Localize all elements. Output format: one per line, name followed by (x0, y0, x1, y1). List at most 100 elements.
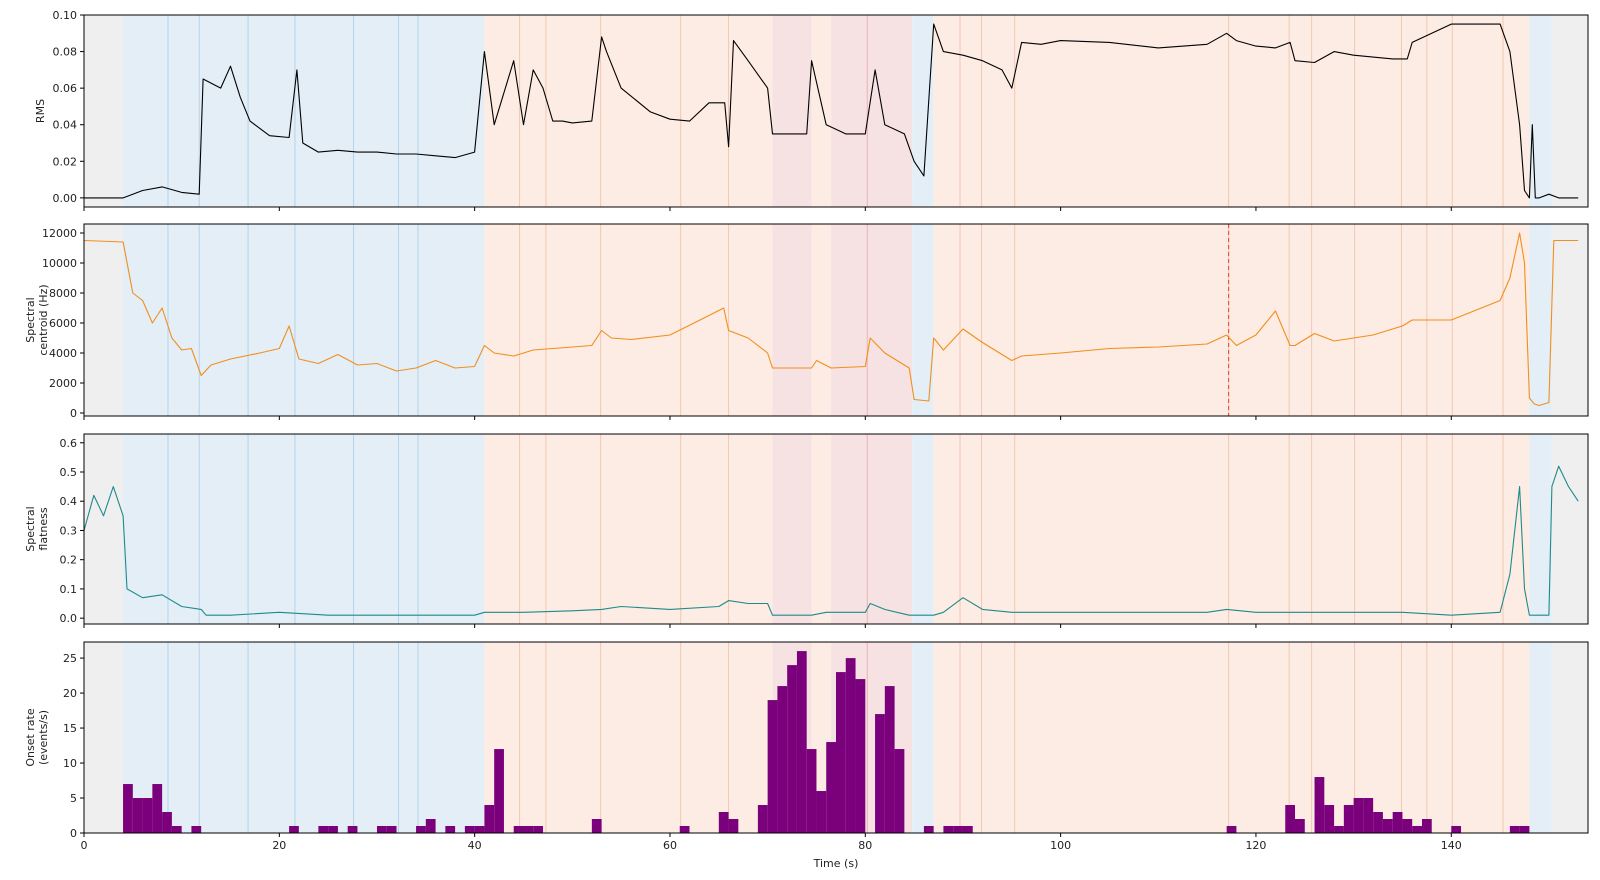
onset-bar (347, 826, 358, 833)
y-axis-label: (events/s) (37, 710, 50, 765)
region-silence (1551, 434, 1588, 624)
onset-bar (1519, 826, 1530, 833)
y-tick-label: 2000 (49, 377, 77, 390)
y-tick-label: 20 (63, 687, 77, 700)
onset-bar (494, 749, 504, 833)
onset-bar (1295, 819, 1305, 833)
region-quiet (123, 434, 485, 624)
y-tick-label: 0.10 (53, 9, 78, 22)
onset-bar (474, 826, 485, 833)
onset-bar (484, 805, 495, 833)
panel-3: 0.0 0.1 0.2 0.3 0.4 0.5 0.6 Spectral flatness (24, 433, 1589, 628)
onset-bar (1451, 826, 1462, 833)
region-quiet (123, 224, 485, 416)
onset-bar (289, 826, 299, 833)
y-tick-label: 4000 (49, 347, 77, 360)
y-tick-label: 0 (70, 827, 77, 840)
onset-bar (718, 812, 729, 833)
region-loud (484, 224, 773, 416)
region-loud (933, 15, 1530, 207)
region-loud (484, 642, 773, 833)
onset-bar (1334, 826, 1344, 833)
y-axis-label: Spectral (24, 506, 37, 551)
onset-bar (1412, 826, 1422, 833)
series-line (84, 465, 1579, 616)
x-tick-label: 20 (272, 839, 286, 852)
onset-bar (923, 826, 934, 833)
onset-bar (836, 672, 846, 833)
onset-bar (894, 749, 905, 833)
onset-bar (777, 686, 788, 833)
region-quiet (1529, 15, 1552, 207)
axes-frame (83, 641, 1589, 834)
onset-bar (1402, 819, 1413, 833)
onset-bar (826, 742, 836, 833)
region-dense (831, 224, 913, 416)
onset-bar (757, 805, 768, 833)
y-axis-label: centroid (Hz) (37, 284, 50, 355)
x-tick-label: 0 (81, 839, 88, 852)
y-tick-label: 0.4 (60, 495, 78, 508)
onset-bar (1285, 805, 1296, 833)
region-silence (1551, 224, 1588, 416)
onset-bar (376, 826, 387, 833)
y-tick-label: 0.3 (60, 524, 78, 537)
y-tick-label: 12000 (42, 227, 77, 240)
onset-bar (132, 798, 143, 833)
onset-bar (816, 791, 827, 833)
onset-bar (1373, 812, 1383, 833)
x-tick-label: 120 (1245, 839, 1266, 852)
onset-bar (425, 819, 436, 833)
plot-area (84, 15, 1588, 207)
onset-bar (787, 665, 797, 833)
y-tick-label: 0.5 (60, 466, 78, 479)
onset-bar (962, 826, 973, 833)
x-axis-label: Time (s) (813, 857, 859, 870)
onset-bar (513, 826, 524, 833)
region-quiet (912, 642, 934, 833)
y-tick-label: 0.08 (53, 46, 78, 59)
region-quiet (1529, 642, 1552, 833)
onset-bar (416, 826, 426, 833)
onset-bar (943, 826, 954, 833)
y-tick-label: 0.0 (60, 612, 78, 625)
region-quiet (123, 15, 485, 207)
onset-bar (679, 826, 690, 833)
y-tick-label: 15 (63, 722, 77, 735)
y-axis-label: Spectral (24, 297, 37, 342)
onset-bar (767, 700, 778, 833)
onset-bar (142, 798, 153, 833)
axes-frame (83, 14, 1589, 208)
panel-1: 0.00 0.02 0.04 0.06 0.08 0.10 RMS (34, 9, 1589, 211)
x-tick-label: 80 (858, 839, 872, 852)
region-loud (484, 434, 773, 624)
region-quiet (912, 434, 934, 624)
onset-bar (1509, 826, 1520, 833)
onset-bar (1324, 805, 1335, 833)
y-tick-label: 0.2 (60, 554, 78, 567)
region-dense (831, 434, 913, 624)
region-dense (772, 224, 812, 416)
series-line (84, 23, 1579, 199)
x-tick-label: 100 (1050, 839, 1071, 852)
onset-bar (1421, 819, 1432, 833)
onset-bar (855, 679, 866, 833)
onset-bar (1353, 798, 1364, 833)
panel-4: 0 5 10 15 20 25 0 20 40 60 80 100 120 140 Onset rate (e… (24, 641, 1589, 852)
panel-2: 0 2000 4000 6000 8000 10000 12000 Spectral centr… (24, 223, 1589, 420)
region-dense (772, 15, 812, 207)
region-loud (811, 224, 832, 416)
y-axis-label: Onset rate (24, 708, 37, 767)
onset-bar (1343, 805, 1354, 833)
onset-bar (1382, 819, 1393, 833)
onset-bar (875, 714, 885, 833)
plot-area (84, 224, 1588, 416)
region-loud (933, 642, 1530, 833)
y-tick-label: 10 (63, 757, 77, 770)
region-dense (831, 15, 913, 207)
region-silence (84, 434, 124, 624)
plot-area (84, 642, 1588, 833)
x-tick-label: 60 (663, 839, 677, 852)
onset-bar (152, 784, 163, 833)
